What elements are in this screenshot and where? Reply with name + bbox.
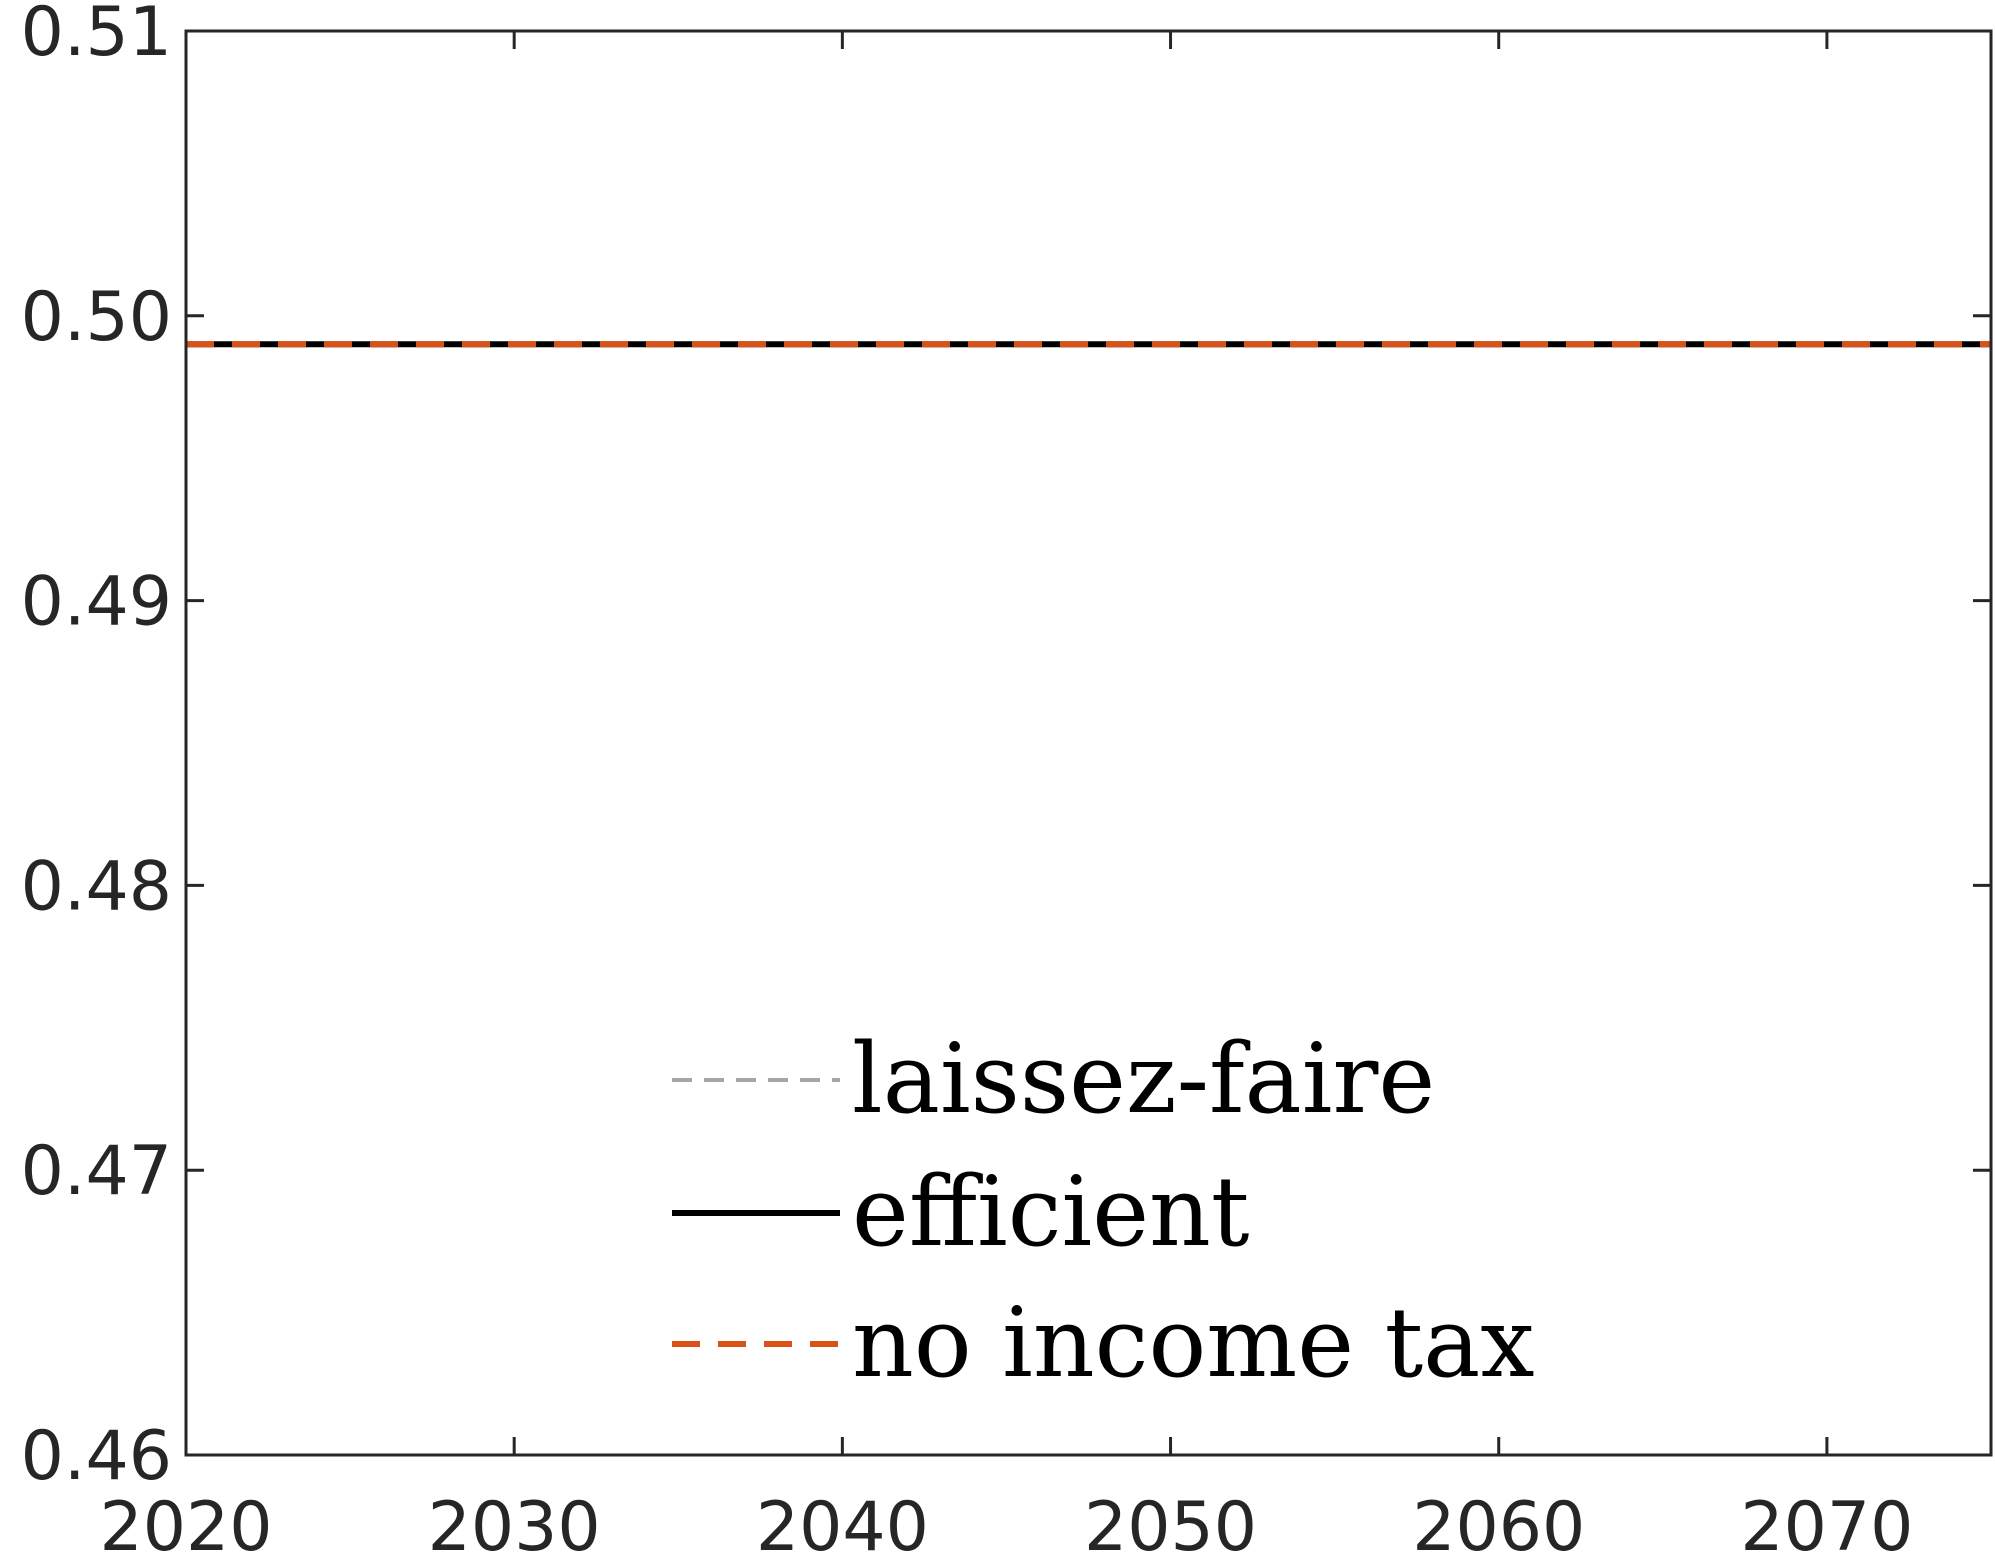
y-tick-label: 0.48: [21, 847, 172, 926]
x-tick-label: 2040: [756, 1488, 929, 1554]
plot-area-frame: [184, 29, 1993, 1457]
x-tick-label: 2070: [1740, 1488, 1913, 1554]
x-tick-label: 2060: [1412, 1488, 1585, 1554]
x-tick-labels: 2020 2030 2040 2050 2060 2070: [99, 1488, 1913, 1554]
legend: laissez-faire efficient no income tax: [672, 1023, 1535, 1399]
x-tick-label: 2020: [99, 1488, 272, 1554]
y-tick-label: 0.47: [21, 1132, 172, 1211]
y-tick-labels: 0.46 0.47 0.48 0.49 0.50 0.51: [21, 0, 172, 1496]
x-tick-label: 2050: [1084, 1488, 1257, 1554]
legend-entry-label: laissez-faire: [852, 1023, 1435, 1135]
x-tick-label: 2030: [428, 1488, 601, 1554]
y-tick-label: 0.46: [21, 1417, 172, 1496]
y-tick-label: 0.51: [21, 0, 172, 72]
legend-entry-label: efficient: [852, 1156, 1249, 1268]
y-tick-label: 0.50: [21, 278, 172, 357]
y-tick-label: 0.49: [21, 563, 172, 642]
legend-entry-label: no income tax: [852, 1287, 1535, 1399]
